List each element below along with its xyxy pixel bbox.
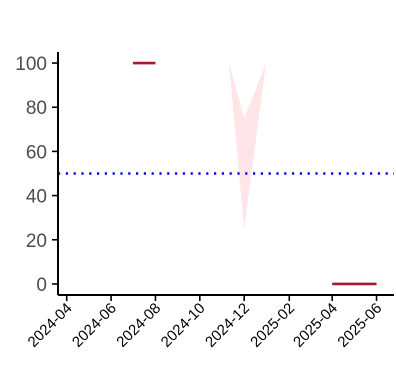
y-tick-label: 0 (36, 275, 47, 296)
ribbon-band (228, 63, 266, 229)
y-axis: 0 20 40 60 80 100 (15, 52, 59, 296)
x-tick-label: 2025-04 (290, 300, 341, 351)
x-axis: 2024-042024-062024-082024-102024-122025-… (25, 294, 394, 351)
band-layer (228, 63, 266, 229)
x-tick-label: 2024-06 (69, 300, 120, 351)
y-tick-label: 100 (15, 54, 47, 75)
x-tick-label: 2024-12 (202, 300, 253, 351)
x-tick-label: 2024-08 (113, 300, 164, 351)
y-tick-label: 60 (26, 142, 47, 163)
x-tick-label: 2024-04 (25, 300, 76, 351)
x-tick-label: 2024-10 (158, 300, 209, 351)
x-tick-label: 2025-06 (334, 300, 385, 351)
y-tick-label: 40 (26, 187, 47, 208)
x-tick-label: 2025-02 (247, 300, 298, 351)
segment-layer (132, 61, 377, 286)
y-tick-label: 80 (26, 98, 47, 119)
y-tick-label: 20 (26, 231, 47, 252)
